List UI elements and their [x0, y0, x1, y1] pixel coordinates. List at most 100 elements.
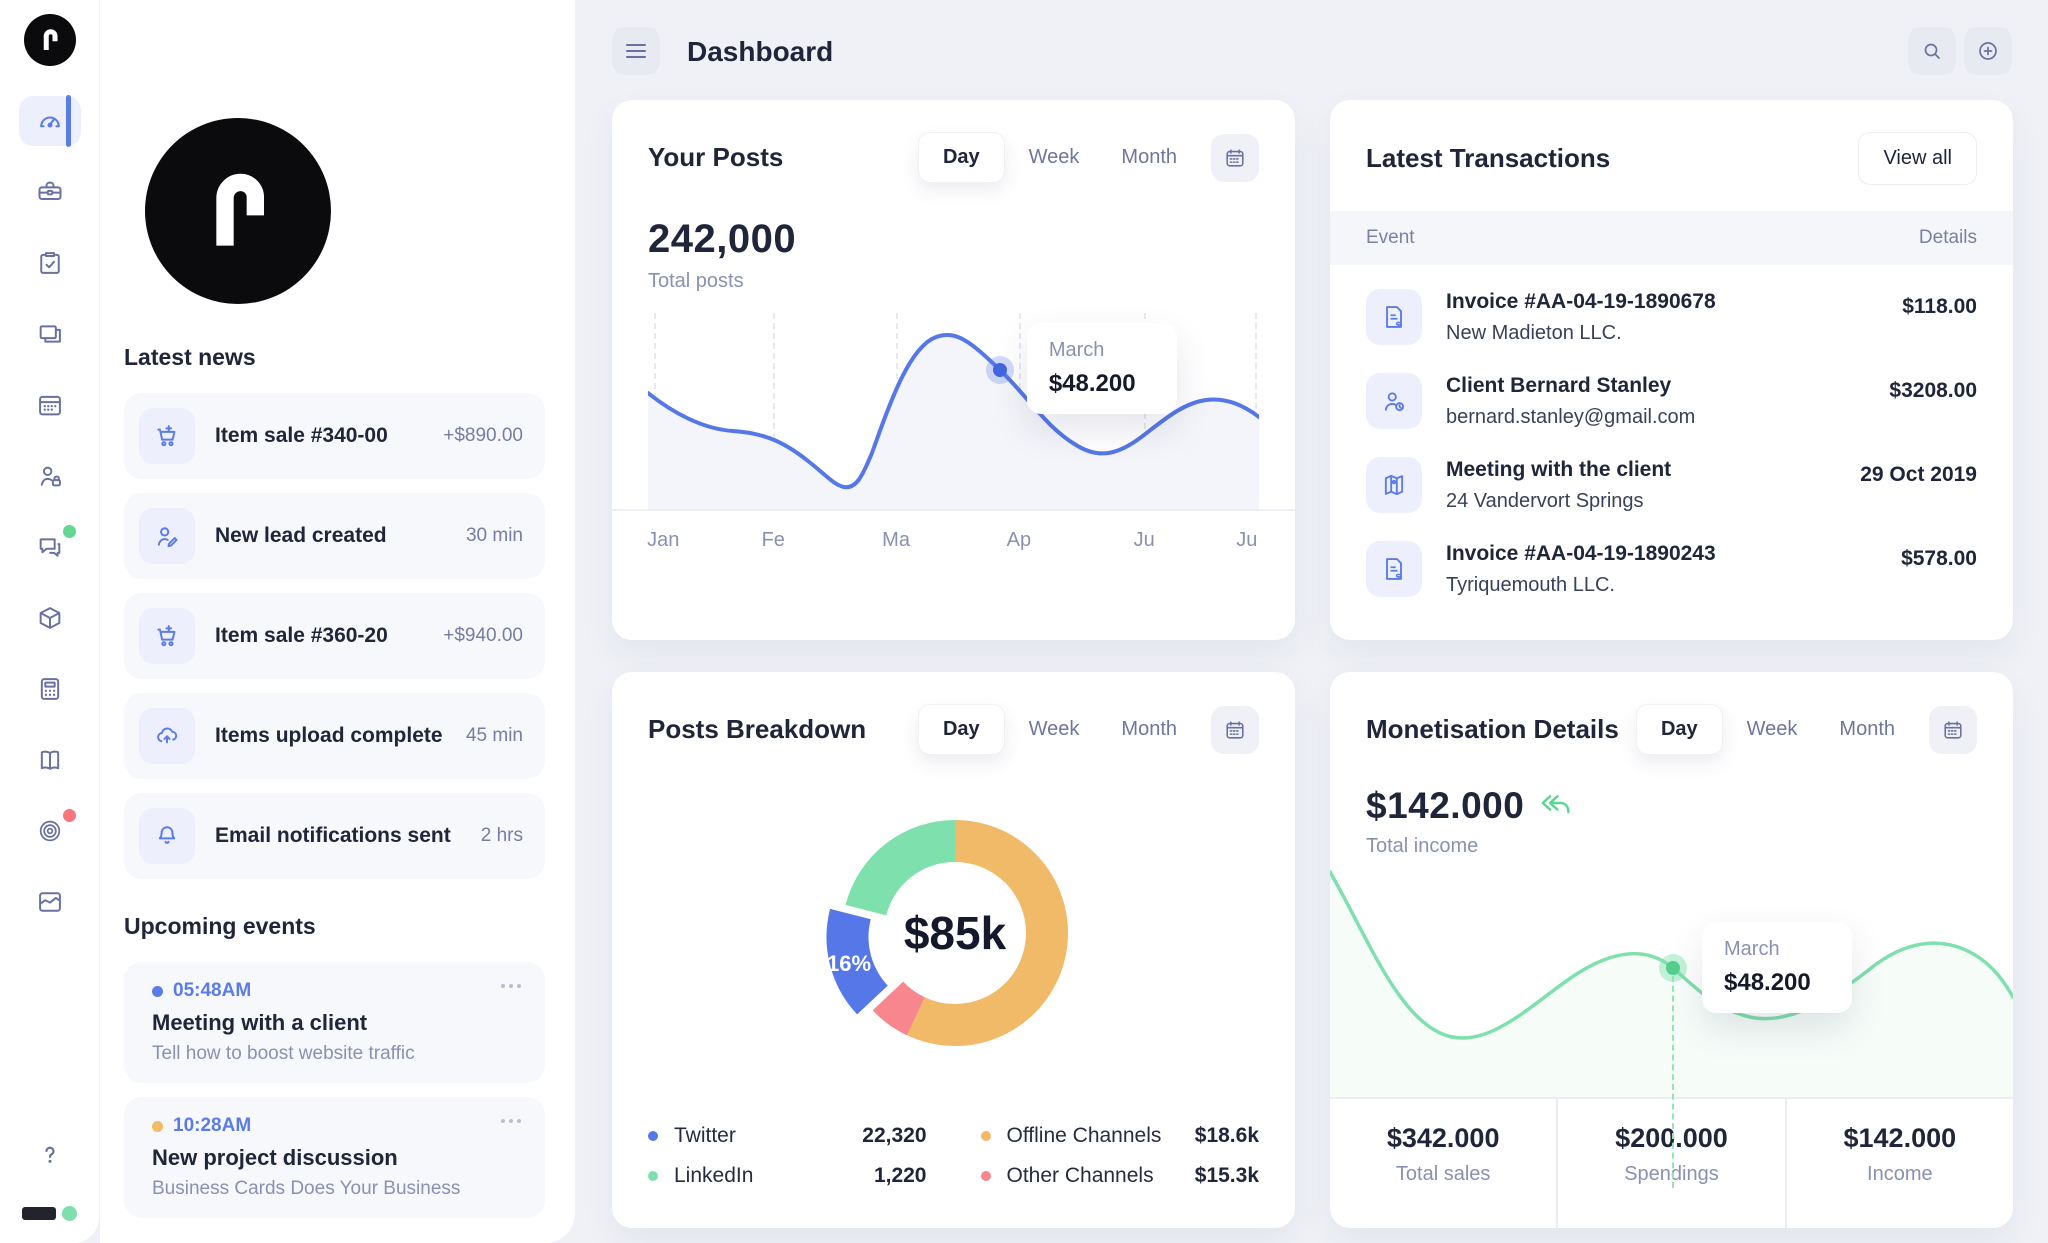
sidebar-item-products[interactable]	[19, 593, 81, 643]
sidebar-item-windows[interactable]	[19, 309, 81, 359]
legend-value: $15.3k	[1194, 1164, 1259, 1187]
event-item[interactable]: 05:48AM Meeting with a client Tell how t…	[124, 962, 545, 1083]
income-stats-row: $342.000 Total sales $200.000 Spendings …	[1330, 1097, 2013, 1228]
posts-line-chart[interactable]: March $48.200 Jan Fe Ma Ap Ju Ju	[612, 313, 1295, 565]
twitter-dot-icon	[648, 1131, 658, 1141]
map-icon	[1366, 457, 1422, 513]
donut-legend: Twitter 22,320 Offline Channels $18.6k L…	[648, 1124, 1259, 1188]
table-row[interactable]: Invoice #AA-04-19-1890243 Tyriquemouth L…	[1366, 527, 1977, 611]
news-item[interactable]: Item sale #360-20 +$940.00	[124, 593, 545, 679]
sidebar-item-help[interactable]	[19, 1130, 81, 1180]
calendar-button[interactable]	[1211, 705, 1259, 754]
x-axis-line	[612, 509, 1295, 511]
search-icon	[1924, 43, 1940, 59]
tab-day[interactable]: Day	[1635, 704, 1723, 755]
news-panel: Latest news Item sale #340-00 +$890.00 N…	[100, 0, 575, 1243]
tab-week[interactable]: Week	[1028, 146, 1080, 168]
tab-day[interactable]: Day	[917, 132, 1005, 183]
news-item[interactable]: Email notifications sent 2 hrs	[124, 793, 545, 879]
sidebar-item-dashboard[interactable]	[18, 95, 81, 147]
tab-day[interactable]: Day	[917, 704, 1005, 755]
page-title: Dashboard	[687, 36, 834, 67]
target-icon	[39, 820, 60, 842]
tx-detail: $118.00	[1902, 295, 1977, 318]
profile-logo[interactable]	[145, 118, 331, 304]
tx-detail: 29 Oct 2019	[1860, 463, 1977, 486]
view-all-button[interactable]: View all	[1858, 132, 1977, 185]
sidebar-item-tasks[interactable]	[19, 238, 81, 288]
stat-value: $342.000	[1386, 1123, 1500, 1153]
event-title: New project discussion	[152, 1145, 398, 1170]
period-tabs: Day Week Month	[917, 704, 1195, 755]
more-options-icon[interactable]	[495, 978, 527, 994]
target-badge	[62, 809, 76, 822]
calendar-button[interactable]	[1211, 133, 1259, 182]
sidebar-item-docs[interactable]	[19, 735, 81, 785]
tab-month[interactable]: Month	[1839, 718, 1895, 740]
event-time: 05:48AM	[173, 980, 252, 1001]
donut-chart[interactable]: $85k 16%	[785, 772, 1125, 1094]
tx-title: Meeting with the client	[1446, 457, 1672, 481]
donut-center-value: $85k	[904, 907, 1007, 959]
legend-value: 1,220	[873, 1164, 927, 1187]
x-tick: Jan	[647, 529, 680, 551]
table-header-row: Event Details	[1330, 211, 2013, 265]
tx-subtitle: Tyriquemouth LLC.	[1446, 573, 1615, 596]
x-tick: Fe	[761, 529, 785, 551]
news-list: Item sale #340-00 +$890.00 New lead crea…	[124, 393, 545, 879]
transactions-card: Latest Transactions View all Event Detai…	[1330, 100, 2013, 640]
x-tick: Ma	[882, 529, 910, 551]
legend-name: Offline Channels	[1006, 1124, 1162, 1147]
calendar-button[interactable]	[1929, 705, 1977, 754]
reply-arrows-icon	[1541, 795, 1570, 814]
active-indicator	[65, 95, 71, 147]
calendar-icon	[38, 395, 61, 416]
legend-value: $18.6k	[1194, 1124, 1259, 1147]
menu-toggle-button[interactable]	[612, 27, 660, 75]
sidebar-item-analytics[interactable]	[19, 877, 81, 927]
table-row[interactable]: Meeting with the client 24 Vandervort Sp…	[1366, 443, 1977, 527]
legend-item: Offline Channels $18.6k	[980, 1124, 1259, 1148]
sidebar-item-calendar[interactable]	[19, 380, 81, 430]
sidebar-item-briefcase[interactable]	[19, 167, 81, 217]
icon-rail	[0, 0, 100, 1243]
sidebar-item-chat[interactable]	[19, 522, 81, 572]
event-item[interactable]: 10:28AM New project discussion Business …	[124, 1097, 545, 1218]
table-row[interactable]: Invoice #AA-04-19-1890678 New Madieton L…	[1366, 275, 1977, 359]
latest-news-heading: Latest news	[124, 344, 256, 370]
news-item[interactable]: New lead created 30 min	[124, 493, 545, 579]
invoice-icon	[1366, 289, 1422, 345]
user-lock-icon	[40, 466, 61, 487]
breakdown-header: Posts Breakdown Day Week Month	[648, 704, 1259, 755]
highlight-dash-line	[1672, 976, 1674, 1188]
news-item[interactable]: Item sale #340-00 +$890.00	[124, 393, 545, 479]
tooltip-label: March	[1724, 938, 1780, 960]
calendar-icon	[1226, 148, 1244, 167]
highlight-point	[1659, 954, 1687, 982]
table-row[interactable]: Client Bernard Stanley bernard.stanley@g…	[1366, 359, 1977, 443]
tooltip-label: March	[1048, 339, 1105, 361]
sidebar-item-clients[interactable]	[19, 451, 81, 501]
tx-title: Invoice #AA-04-19-1890678	[1446, 289, 1716, 313]
tab-week[interactable]: Week	[1746, 718, 1798, 740]
brand-logo[interactable]	[23, 14, 76, 66]
news-meta: +$890.00	[443, 425, 523, 446]
user-avatar[interactable]	[22, 1206, 77, 1221]
tab-week[interactable]: Week	[1028, 718, 1080, 740]
sidebar-item-calculator[interactable]	[19, 664, 81, 714]
tx-title: Client Bernard Stanley	[1446, 373, 1672, 397]
offline-dot-icon	[980, 1131, 991, 1141]
search-button[interactable]	[1908, 27, 1956, 75]
tab-month[interactable]: Month	[1121, 718, 1177, 740]
add-button[interactable]	[1964, 27, 2012, 75]
cloud-upload-icon	[139, 708, 195, 764]
tx-subtitle: bernard.stanley@gmail.com	[1446, 405, 1696, 428]
sidebar-item-targets[interactable]	[19, 806, 81, 856]
tab-month[interactable]: Month	[1121, 146, 1177, 168]
tooltip-value: $48.200	[1724, 969, 1811, 996]
event-subtitle: Business Cards Does Your Business	[152, 1178, 461, 1199]
news-item[interactable]: Items upload complete 45 min	[124, 693, 545, 779]
question-icon	[44, 1146, 55, 1163]
event-time-row: 05:48AM	[152, 980, 525, 1002]
more-options-icon[interactable]	[495, 1113, 527, 1129]
